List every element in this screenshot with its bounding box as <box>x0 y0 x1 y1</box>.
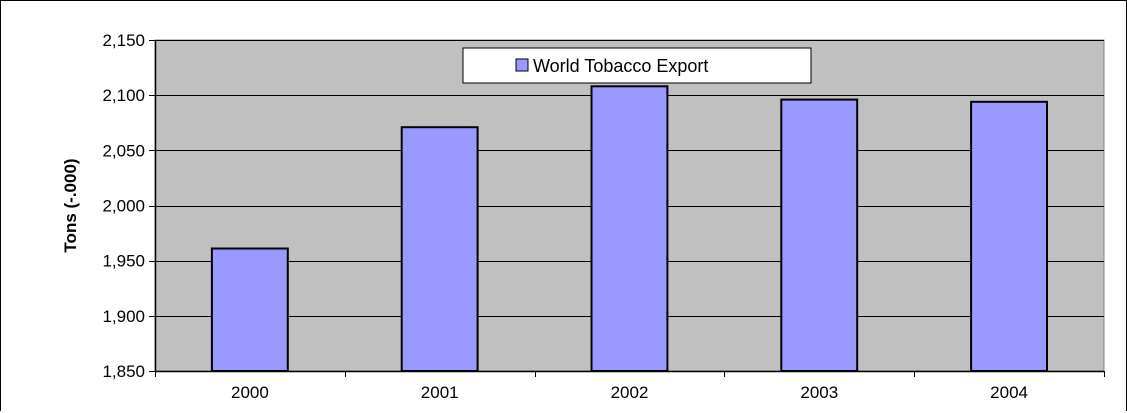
legend: World Tobacco Export <box>462 47 812 84</box>
y-tick-label-1900: 1,900 <box>102 307 145 326</box>
x-tick-label-2000: 2000 <box>231 383 269 402</box>
axes <box>149 40 1105 377</box>
bar-2003 <box>780 98 859 372</box>
y-axis-title: Tons (-.000) <box>61 158 80 252</box>
x-tick-labels: 2000 2001 2002 2003 2004 <box>231 383 1028 402</box>
bar-2002 <box>590 85 669 373</box>
x-tick-label-2004: 2004 <box>990 383 1028 402</box>
y-tick-label-1850: 1,850 <box>102 362 145 381</box>
y-tick-label-2050: 2,050 <box>102 141 145 160</box>
legend-swatch <box>515 58 529 72</box>
bar-2004 <box>970 100 1048 373</box>
bar-2000 <box>210 247 289 372</box>
y-tick-labels: 1,850 1,900 1,950 2,000 2,050 2,100 2,150 <box>102 31 145 381</box>
bars <box>210 85 1048 373</box>
x-tick-label-2003: 2003 <box>800 383 838 402</box>
bar-2001 <box>400 126 479 372</box>
y-tick-label-2150: 2,150 <box>102 31 145 50</box>
y-tick-label-2100: 2,100 <box>102 86 145 105</box>
x-tick-label-2001: 2001 <box>421 383 459 402</box>
y-tick-label-2000: 2,000 <box>102 197 145 216</box>
legend-label: World Tobacco Export <box>533 56 708 76</box>
y-tick-label-1950: 1,950 <box>102 252 145 271</box>
x-tick-label-2002: 2002 <box>611 383 649 402</box>
